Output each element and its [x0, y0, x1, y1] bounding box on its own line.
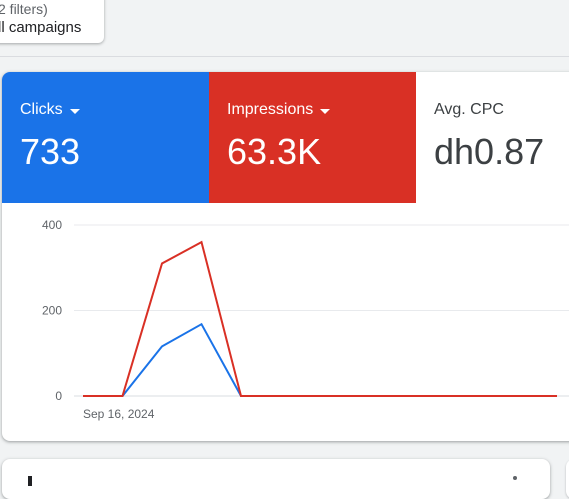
more-options-icon[interactable] — [513, 476, 517, 480]
metric-tile-impressions[interactable]: Impressions 63.3K — [209, 72, 416, 203]
card-header-icon — [28, 476, 32, 486]
caret-down-icon[interactable] — [320, 108, 331, 114]
performance-card: Clicks 733 Impressions 63.3K Avg. CPC dh… — [2, 72, 569, 441]
metric-value: dh0.87 — [434, 131, 545, 172]
y-tick-label: 0 — [55, 389, 62, 403]
y-tick-label: 400 — [42, 218, 62, 232]
header-divider — [0, 56, 569, 57]
metric-label: Avg. CPC — [434, 101, 504, 118]
caret-down-icon[interactable] — [69, 108, 80, 114]
x-tick-label: Sep 16, 2024 — [83, 407, 155, 421]
series-line-clicks — [83, 322, 557, 397]
adjacent-card — [566, 459, 569, 499]
metric-label: Impressions — [227, 101, 314, 118]
filter-count-label: 2 filters) — [0, 1, 48, 17]
metric-tile-clicks[interactable]: Clicks 733 — [2, 72, 209, 203]
metric-label-row: Clicks — [20, 100, 209, 120]
metric-label-row: Avg. CPC — [434, 100, 569, 120]
campaign-scope-label: ll campaigns — [0, 19, 82, 36]
metric-label-row: Impressions — [227, 100, 416, 120]
chart-svg: 0 200 400 Sep 16, 2024 — [42, 218, 569, 421]
metric-tile-avg-cpc[interactable]: Avg. CPC dh0.87 — [416, 72, 569, 203]
series-line-impressions — [83, 240, 557, 397]
metric-value: 63.3K — [227, 131, 322, 172]
metric-tiles: Clicks 733 Impressions 63.3K Avg. CPC dh… — [2, 72, 569, 203]
performance-chart: 0 200 400 Sep 16, 2024 — [2, 204, 569, 441]
y-tick-label: 200 — [42, 304, 62, 318]
metric-label: Clicks — [20, 101, 63, 118]
campaign-filter-chip[interactable]: 2 filters) ll campaigns — [0, 0, 104, 43]
next-card — [2, 459, 550, 499]
metric-value: 733 — [20, 131, 81, 172]
